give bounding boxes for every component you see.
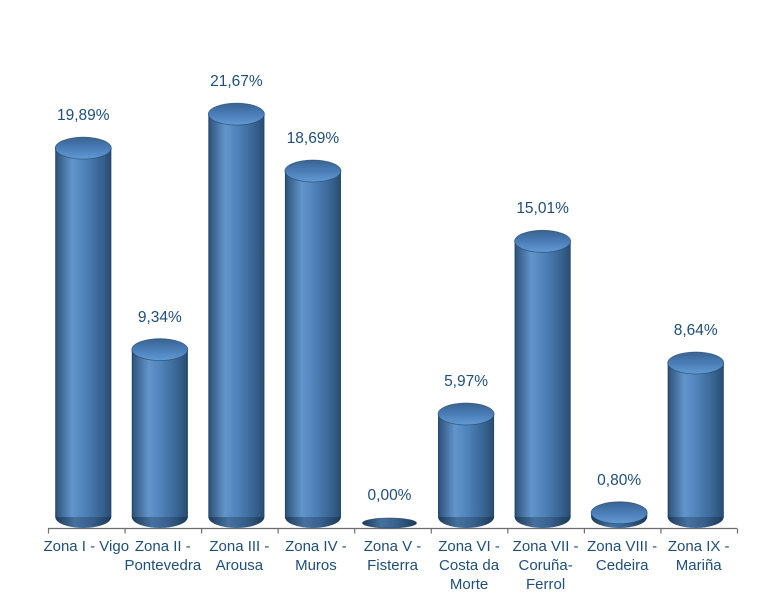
data-label-7: 15,01% xyxy=(516,200,569,218)
bar-6-body xyxy=(438,413,495,517)
category-label-5: Zona V - Fisterra xyxy=(363,538,422,574)
data-label-6: 5,97% xyxy=(444,372,489,390)
category-label-7: Zona VII - Coruña- Ferrol xyxy=(512,538,579,593)
data-label-2: 9,34% xyxy=(137,308,182,326)
bar-2-body xyxy=(131,349,188,517)
bar-2-cap xyxy=(131,338,189,362)
bar-9-cap xyxy=(667,351,725,375)
data-label-1: 19,89% xyxy=(56,107,110,125)
category-label-3: Zona III - Arousa xyxy=(209,538,270,574)
category-label-9: Zona IX - Mariña xyxy=(667,538,730,574)
data-label-5: 0,00% xyxy=(367,487,412,504)
category-label-4: Zona IV - Muros xyxy=(285,538,347,574)
bar-4-cap xyxy=(284,159,342,183)
category-label-1: Zona I - Vigo xyxy=(43,538,130,555)
bar-6-cap xyxy=(437,402,495,426)
data-label-9: 8,64% xyxy=(673,321,718,339)
data-label-3: 21,67% xyxy=(210,73,263,91)
bar-1-body xyxy=(55,148,112,517)
category-label-8: Zona VIII - Cedeira xyxy=(587,538,658,574)
bar-7-body xyxy=(514,241,571,517)
data-label-4: 18,69% xyxy=(286,130,340,148)
bar-1-cap xyxy=(54,136,112,160)
bar-7-cap xyxy=(514,229,572,253)
bar-8-cap xyxy=(590,501,648,525)
category-label-6: Zona VI - Costa da Morte xyxy=(438,538,500,593)
bar-3-body xyxy=(208,114,265,517)
bar-9-body xyxy=(667,362,724,517)
data-label-8: 0,80% xyxy=(597,471,642,489)
bar-3-cap xyxy=(207,102,265,126)
bar-4-body xyxy=(284,171,341,517)
bar-5-flat xyxy=(362,517,417,529)
category-label-2: Zona II - Pontevedra xyxy=(124,538,202,574)
